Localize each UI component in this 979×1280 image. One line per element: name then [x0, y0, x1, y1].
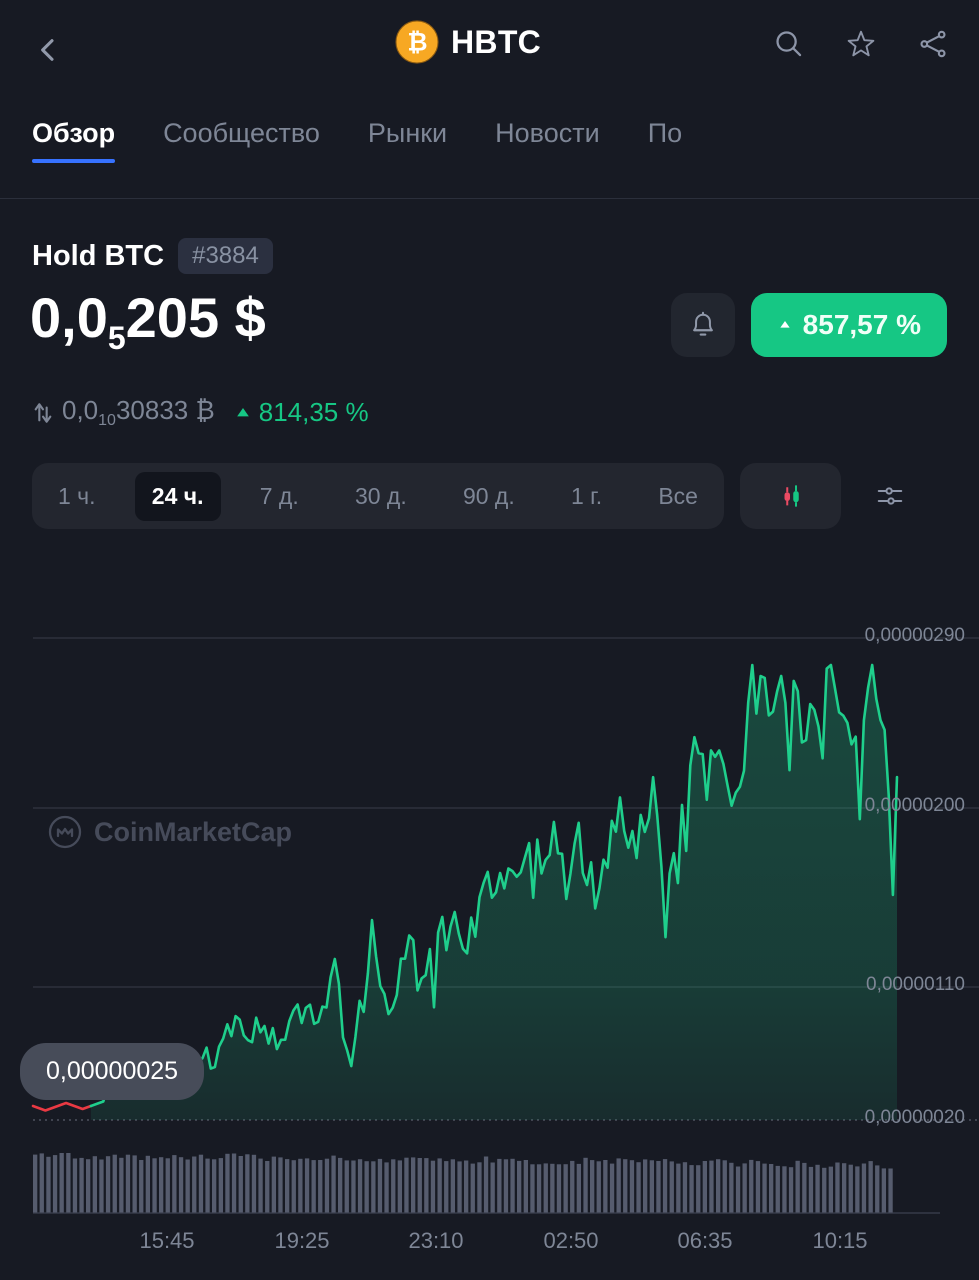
svg-text:₿: ₿ — [407, 30, 427, 57]
